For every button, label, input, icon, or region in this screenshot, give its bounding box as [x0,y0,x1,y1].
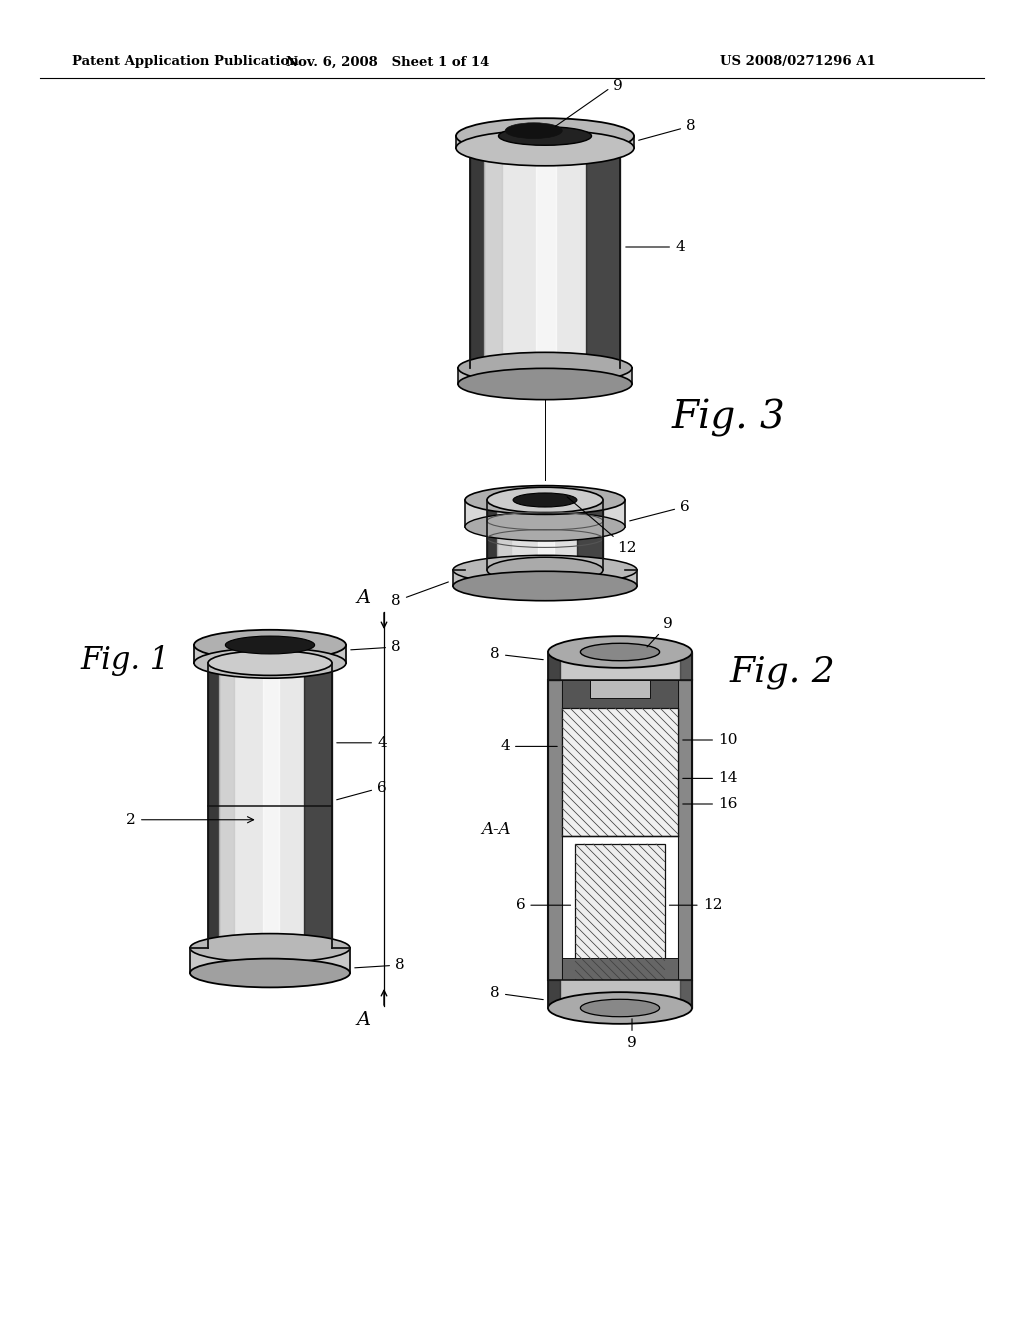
Ellipse shape [548,993,692,1024]
Polygon shape [190,948,350,973]
Ellipse shape [194,648,346,678]
Polygon shape [548,979,692,1008]
Text: 2: 2 [126,813,254,826]
Polygon shape [208,663,219,948]
Polygon shape [577,500,603,570]
Polygon shape [562,958,678,979]
Polygon shape [587,148,620,368]
Text: Fig. 1: Fig. 1 [80,644,169,676]
Text: A: A [357,1011,371,1030]
Ellipse shape [581,999,659,1016]
Text: A: A [357,589,371,607]
Ellipse shape [458,368,632,400]
Polygon shape [562,680,678,708]
Text: 4: 4 [501,739,557,754]
Polygon shape [470,148,483,368]
Text: 8: 8 [490,986,544,1001]
Text: 9: 9 [627,1019,637,1049]
Polygon shape [194,645,346,663]
Polygon shape [590,680,650,698]
Ellipse shape [505,123,562,139]
Ellipse shape [487,487,603,512]
Text: 4: 4 [337,735,387,750]
Ellipse shape [456,131,634,166]
Ellipse shape [456,119,634,154]
Ellipse shape [465,486,625,515]
Polygon shape [538,500,554,570]
Polygon shape [304,663,332,948]
Polygon shape [470,148,620,368]
Text: A-A: A-A [481,821,511,838]
Text: 6: 6 [516,898,570,912]
Text: 12: 12 [567,496,637,554]
Ellipse shape [190,933,350,962]
Text: 12: 12 [670,898,722,912]
Ellipse shape [225,636,314,653]
Text: US 2008/0271296 A1: US 2008/0271296 A1 [720,55,876,69]
Polygon shape [680,652,692,680]
Ellipse shape [470,352,620,383]
Polygon shape [453,570,637,586]
Polygon shape [548,680,562,979]
Polygon shape [487,500,498,570]
Text: Nov. 6, 2008   Sheet 1 of 14: Nov. 6, 2008 Sheet 1 of 14 [287,55,489,69]
Text: 4: 4 [626,240,685,253]
Text: 8: 8 [639,119,695,140]
Polygon shape [219,663,234,948]
Ellipse shape [499,127,592,145]
Text: 8: 8 [391,582,449,609]
Text: 6: 6 [337,780,387,800]
Text: Patent Application Publication: Patent Application Publication [72,55,299,69]
Text: 8: 8 [354,958,404,972]
Polygon shape [575,843,665,979]
Text: 14: 14 [683,771,737,785]
Ellipse shape [194,630,346,660]
Text: 9: 9 [555,79,623,127]
Text: 10: 10 [683,733,737,747]
Ellipse shape [465,512,625,541]
Text: 8: 8 [490,647,544,661]
Text: 8: 8 [351,640,400,653]
Ellipse shape [487,557,603,582]
Text: Fig. 2: Fig. 2 [730,655,836,689]
Polygon shape [208,663,332,948]
Text: 16: 16 [683,797,737,810]
Ellipse shape [458,352,632,384]
Polygon shape [536,148,556,368]
Polygon shape [548,979,560,1008]
Text: 9: 9 [647,616,673,647]
Polygon shape [562,708,678,836]
Ellipse shape [513,492,577,507]
Polygon shape [680,979,692,1008]
Ellipse shape [581,643,659,661]
Polygon shape [678,680,692,979]
Ellipse shape [453,572,637,601]
Text: Fig. 3: Fig. 3 [672,399,785,437]
Ellipse shape [208,651,332,676]
Ellipse shape [548,636,692,668]
Ellipse shape [453,556,637,585]
Polygon shape [498,500,511,570]
Polygon shape [548,652,692,680]
Polygon shape [548,652,560,680]
Polygon shape [483,148,502,368]
Ellipse shape [190,958,350,987]
Polygon shape [262,663,280,948]
Polygon shape [458,368,632,384]
Polygon shape [465,500,625,527]
Polygon shape [456,136,634,148]
Polygon shape [487,500,603,570]
Text: 6: 6 [630,499,690,521]
